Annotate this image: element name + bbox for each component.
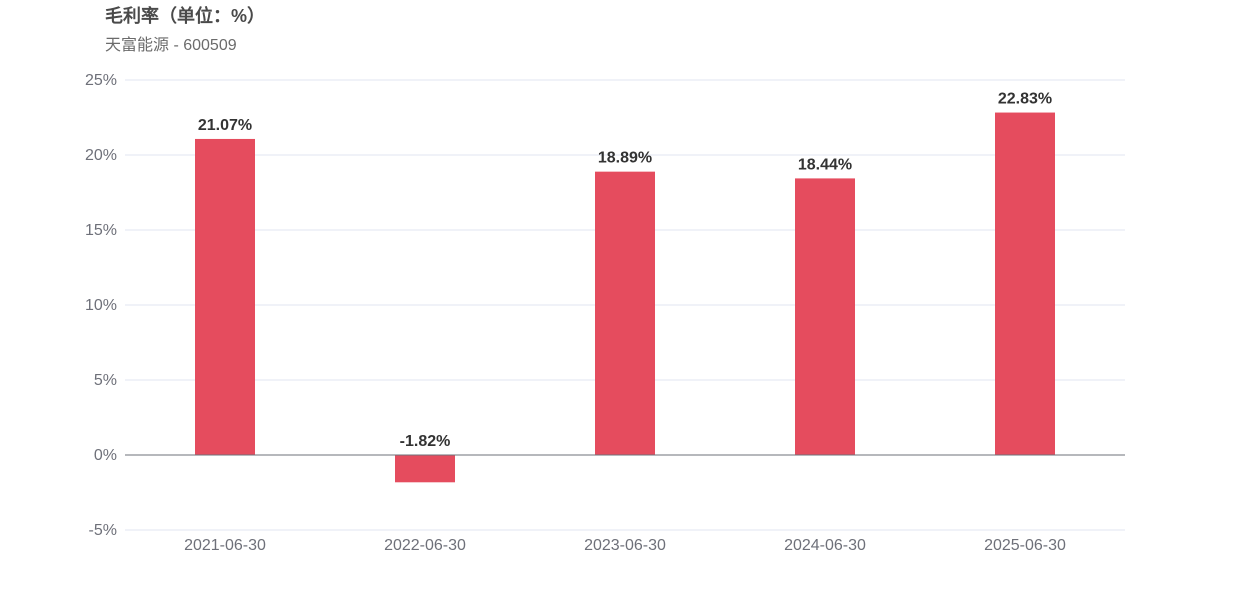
chart-title: 毛利率（单位：%） [105,6,266,26]
data-label: 21.07% [198,117,252,134]
y-axis-tick-labels: -5% 0% 5% 10% 15% 20% 25% [85,72,117,539]
x-tick-label: 2021-06-30 [184,537,266,554]
data-label: 18.44% [798,156,852,173]
bar [995,112,1055,456]
x-tick-label: 2022-06-30 [384,537,466,554]
bar [195,138,255,455]
x-tick-label: 2025-06-30 [984,537,1066,554]
y-tick-label: 5% [94,372,117,389]
grid-lines [125,79,1125,531]
chart-subtitle: 天富能源 - 600509 [105,37,237,54]
y-tick-label: 10% [85,297,117,314]
x-axis-tick-labels: 2021-06-30 2022-06-30 2023-06-30 2024-06-30… [184,537,1066,554]
y-tick-label: 0% [94,447,117,464]
y-tick-label: 15% [85,222,117,239]
y-tick-label: 25% [85,72,117,89]
y-tick-label: 20% [85,147,117,164]
y-tick-label: -5% [89,522,117,539]
bar [795,178,855,455]
x-tick-label: 2024-06-30 [784,537,866,554]
bars [195,112,1055,483]
data-label: -1.82% [400,433,451,450]
x-tick-label: 2023-06-30 [584,537,666,554]
data-label: 18.89% [598,150,652,167]
bar [595,171,655,455]
data-label: 22.83% [998,91,1052,108]
bar [395,455,455,483]
data-labels: 21.07% -1.82% 18.89% 18.44% 22.83% [198,91,1052,450]
